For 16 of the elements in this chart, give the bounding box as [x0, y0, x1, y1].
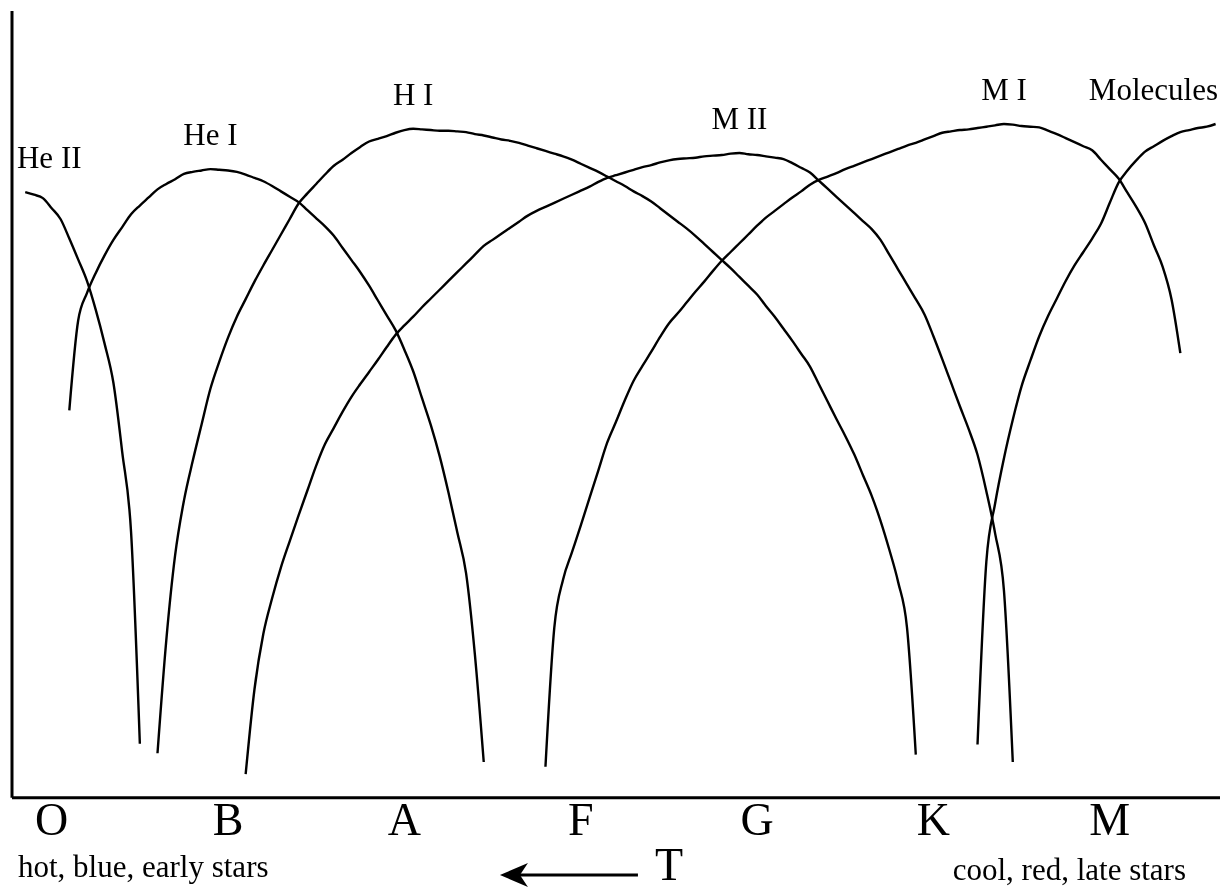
text: cool, red, late stars	[952, 852, 1186, 887]
x-tick-label: F	[567, 794, 594, 845]
x-tick-label: A	[387, 794, 421, 845]
x-tick-label: M	[1089, 794, 1131, 845]
series-label: Molecules	[1088, 72, 1218, 107]
series-label: M II	[711, 100, 768, 136]
series-label: M I	[981, 72, 1027, 107]
x-tick-label: K	[916, 794, 951, 845]
series-label: He II	[17, 140, 82, 176]
text: hot, blue, early stars	[18, 849, 269, 884]
x-axis-title: T	[654, 839, 684, 888]
series-label: H I	[392, 76, 434, 112]
x-tick-label: G	[740, 794, 774, 845]
x-tick-label: B	[212, 794, 244, 845]
series-label: He I	[183, 117, 238, 153]
x-tick-label: O	[35, 794, 69, 845]
